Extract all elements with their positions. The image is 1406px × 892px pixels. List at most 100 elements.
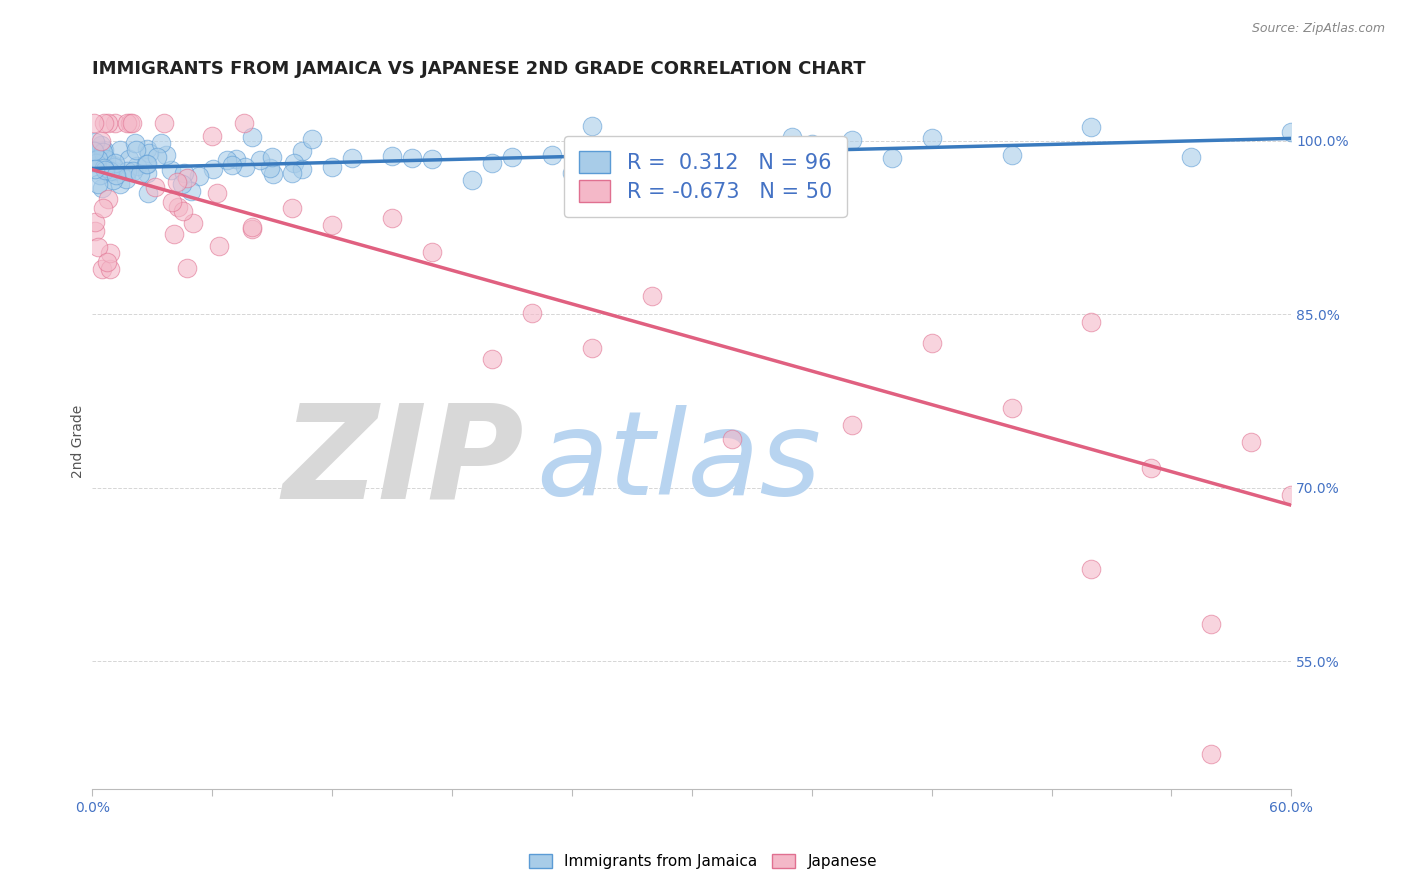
Point (96, 161, 118, 176)
Point (155, 148, 177, 162)
Point (135, 157, 157, 171)
Point (240, 130, 263, 145)
Point (138, 145, 160, 160)
Point (145, 180, 167, 194)
Point (98, 164, 121, 178)
Point (172, 204, 194, 219)
Point (481, 155, 503, 169)
Point (128, 167, 150, 181)
Point (581, 119, 603, 133)
Point (89, 168, 111, 182)
Legend: Immigrants from Jamaica, Japanese: Immigrants from Jamaica, Japanese (523, 848, 883, 875)
Point (1000, 401, 1022, 416)
Point (720, 432, 742, 446)
Point (233, 160, 256, 174)
Point (921, 130, 943, 145)
Point (122, 164, 145, 178)
Point (117, 116, 139, 130)
Point (84, 155, 107, 169)
Point (93, 116, 115, 130)
Point (1000, 148, 1022, 162)
Point (98, 245, 121, 260)
Text: ZIP: ZIP (283, 399, 524, 526)
Point (188, 169, 211, 183)
Point (110, 178, 132, 192)
Point (136, 166, 159, 180)
Point (124, 136, 146, 150)
Point (121, 116, 143, 130)
Point (800, 136, 823, 151)
Point (150, 136, 173, 151)
Point (160, 163, 183, 178)
Point (93, 145, 115, 160)
Point (153, 116, 176, 130)
Point (249, 153, 271, 167)
Point (281, 166, 304, 180)
Point (620, 149, 643, 163)
Point (103, 155, 125, 169)
Point (87, 177, 110, 191)
Point (97, 116, 120, 130)
Point (641, 289, 664, 303)
Point (135, 157, 157, 171)
Point (101, 173, 124, 187)
Point (125, 160, 148, 174)
Point (880, 151, 903, 165)
Legend: R =  0.312   N = 96, R = -0.673   N = 50: R = 0.312 N = 96, R = -0.673 N = 50 (564, 136, 846, 217)
Point (321, 160, 343, 174)
Point (921, 335, 943, 350)
Point (520, 306, 543, 320)
Point (163, 227, 186, 241)
Point (581, 341, 603, 355)
Text: atlas: atlas (536, 406, 821, 519)
Point (82, 143, 104, 157)
Point (104, 168, 127, 182)
Point (96, 193, 118, 207)
Point (841, 418, 863, 433)
Point (103, 160, 125, 174)
Point (291, 144, 314, 158)
Point (221, 158, 243, 172)
Point (173, 166, 195, 180)
Point (233, 116, 256, 130)
Point (146, 150, 169, 164)
Point (93, 201, 115, 215)
Point (420, 244, 443, 259)
Point (136, 186, 159, 200)
Point (83, 215, 105, 229)
Point (118, 152, 141, 166)
Text: Source: ZipAtlas.com: Source: ZipAtlas.com (1251, 22, 1385, 36)
Point (1279, 125, 1302, 139)
Point (93, 153, 115, 167)
Point (481, 351, 503, 366)
Point (176, 260, 198, 275)
Point (93, 161, 115, 176)
Point (1080, 315, 1102, 329)
Point (90, 138, 112, 153)
Point (461, 172, 484, 186)
Point (381, 211, 404, 225)
Point (100, 262, 122, 277)
Point (181, 216, 204, 230)
Point (84, 161, 107, 176)
Point (741, 157, 763, 171)
Point (291, 162, 314, 177)
Point (118, 116, 141, 130)
Point (91, 262, 114, 277)
Point (259, 161, 281, 175)
Point (108, 143, 131, 157)
Point (217, 153, 239, 168)
Point (83, 144, 105, 158)
Point (262, 167, 284, 181)
Point (1201, 617, 1223, 632)
Point (301, 132, 323, 146)
Point (101, 158, 124, 172)
Point (260, 150, 283, 164)
Point (176, 170, 198, 185)
Point (641, 145, 664, 160)
Point (94, 162, 117, 177)
Point (205, 186, 228, 200)
Point (1080, 562, 1102, 576)
Point (91, 152, 114, 166)
Point (166, 175, 188, 189)
